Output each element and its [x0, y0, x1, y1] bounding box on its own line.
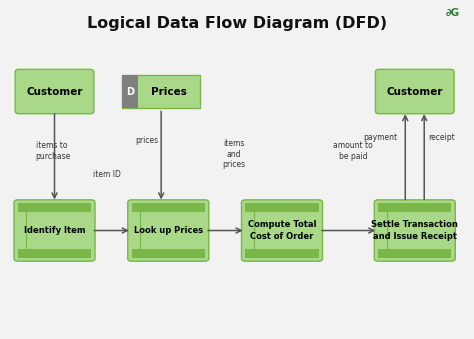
Text: Customer: Customer [26, 86, 83, 97]
Text: Compute Total
Cost of Order: Compute Total Cost of Order [248, 220, 316, 241]
FancyBboxPatch shape [374, 200, 455, 261]
FancyBboxPatch shape [375, 69, 454, 114]
Text: Identify Item: Identify Item [24, 226, 85, 235]
FancyBboxPatch shape [14, 200, 95, 261]
Text: items
and
prices: items and prices [222, 139, 245, 169]
FancyBboxPatch shape [241, 200, 322, 261]
FancyBboxPatch shape [128, 200, 209, 261]
Bar [122, 75, 200, 108]
Text: amount to
be paid: amount to be paid [333, 141, 373, 161]
Text: D: D [126, 86, 134, 97]
Bar [378, 249, 451, 258]
Text: Settle Transaction
and Issue Receipt: Settle Transaction and Issue Receipt [371, 220, 458, 241]
Text: Customer: Customer [386, 86, 443, 97]
Text: ∂G: ∂G [446, 8, 460, 18]
Text: items to
purchase: items to purchase [36, 141, 71, 161]
Text: prices: prices [136, 136, 158, 145]
Bar [18, 249, 91, 258]
FancyBboxPatch shape [15, 69, 94, 114]
Bar [378, 202, 451, 212]
Bar [122, 75, 137, 108]
Text: Look up Prices: Look up Prices [134, 226, 203, 235]
Text: Logical Data Flow Diagram (DFD): Logical Data Flow Diagram (DFD) [87, 16, 387, 31]
Bar [246, 249, 319, 258]
Text: payment: payment [363, 133, 397, 142]
Text: Prices: Prices [151, 86, 187, 97]
Bar [131, 249, 205, 258]
Text: item ID: item ID [93, 170, 120, 179]
Text: receipt: receipt [428, 133, 455, 142]
Bar [18, 202, 91, 212]
Bar [246, 202, 319, 212]
Bar [131, 202, 205, 212]
